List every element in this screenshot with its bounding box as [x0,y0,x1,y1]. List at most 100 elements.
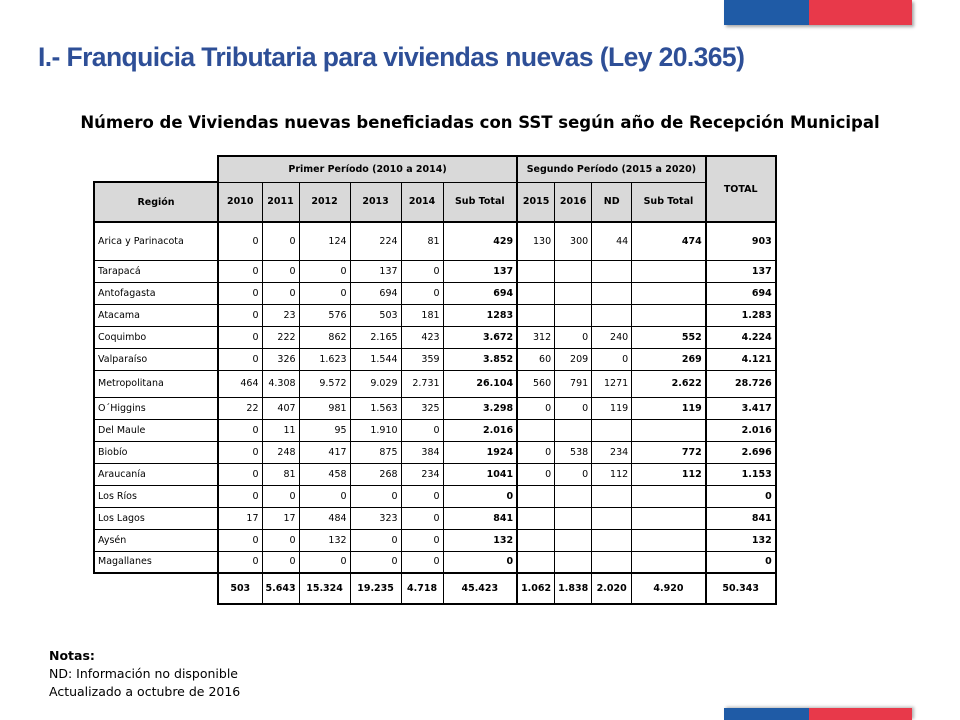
value-cell: 112 [631,462,707,486]
value-cell: 2.016 [705,418,777,442]
value-cell: 841 [705,506,777,530]
value-cell: 576 [298,303,351,327]
flag-blue-stripe [724,0,809,25]
value-cell: 268 [349,462,402,486]
value-cell: 0 [217,325,263,349]
value-cell [554,303,593,327]
value-cell: 417 [298,440,351,464]
region-cell: Antofagasta [93,281,219,305]
flag-red-stripe [809,708,912,720]
totals-row: 503 5.643 15.324 19.235 4.718 45.423 1.062 1.83… [94,572,777,605]
value-cell: 0 [217,281,263,305]
table-row: Magallanes 0 0 0 0 0 0 0 [93,550,777,574]
total-cell: 4.920 [631,572,707,605]
value-cell: 0 [705,550,777,574]
table-row: Coquimbo 0 222 862 2.165 423 3.672 312 0 240 552 4.… [93,325,777,349]
value-cell: 0 [298,484,351,508]
value-cell: 23 [261,303,300,327]
value-cell: 222 [261,325,300,349]
value-cell: 0 [298,259,351,283]
value-cell: 0 [554,462,593,486]
value-cell: 300 [554,221,593,261]
column-header: 2010 [217,181,263,223]
table-row: Valparaíso 0 326 1.623 1.544 359 3.852 60 209 0 26… [93,347,777,371]
flag-blue-stripe [724,708,809,720]
value-cell: 9.029 [349,369,402,398]
value-cell [631,506,707,530]
flag-decoration-bottom [724,708,912,720]
table-row: Araucanía 0 81 458 268 234 1041 0 0 112 112 1.153 [93,462,777,486]
value-cell: 0 [516,396,556,420]
region-cell: Los Ríos [93,484,219,508]
value-cell: 0 [442,484,519,508]
value-cell: 26.104 [442,369,519,398]
value-cell: 132 [705,528,777,552]
table-row: Metropolitana 464 4.308 9.572 9.029 2.731 26.1… [93,369,777,398]
region-cell: O´Higgins [93,396,219,420]
value-cell: 137 [705,259,777,283]
value-cell [554,550,593,574]
value-cell: 4.308 [261,369,300,398]
total-cell: 503 [217,572,263,605]
empty-corner [94,573,218,604]
value-cell [591,303,633,327]
value-cell: 0 [298,550,351,574]
group-header-second-period: Segundo Período (2015 a 2020) [516,155,707,183]
value-cell: 132 [442,528,519,552]
column-header: 2015 [516,181,556,223]
value-cell: 1.544 [349,347,402,371]
value-cell: 841 [442,506,519,530]
value-cell: 0 [261,550,300,574]
region-cell: Coquimbo [93,325,219,349]
region-cell: Los Lagos [93,506,219,530]
value-cell: 137 [442,259,519,283]
value-cell: 119 [591,396,633,420]
total-cell: 19.235 [349,572,402,605]
value-cell [591,506,633,530]
flag-decoration-top [724,0,912,25]
value-cell: 694 [442,281,519,305]
value-cell: 2.165 [349,325,402,349]
value-cell: 0 [400,550,444,574]
value-cell: 464 [217,369,263,398]
value-cell: 694 [705,281,777,305]
value-cell: 81 [261,462,300,486]
value-cell: 0 [298,281,351,305]
value-cell [516,528,556,552]
value-cell [554,418,593,442]
value-cell: 9.572 [298,369,351,398]
value-cell: 552 [631,325,707,349]
value-cell: 0 [705,484,777,508]
value-cell: 326 [261,347,300,371]
value-cell [554,506,593,530]
value-cell: 2.016 [442,418,519,442]
value-cell: 4.121 [705,347,777,371]
value-cell: 560 [516,369,556,398]
region-cell: Magallanes [93,550,219,574]
value-cell: 325 [400,396,444,420]
value-cell [631,303,707,327]
value-cell: 458 [298,462,351,486]
region-cell: Atacama [93,303,219,327]
total-cell: 4.718 [400,572,444,605]
value-cell: 0 [554,325,593,349]
value-cell: 2.696 [705,440,777,464]
value-cell [591,528,633,552]
value-cell: 81 [400,221,444,261]
value-cell [516,259,556,283]
value-cell: 0 [349,528,402,552]
value-cell: 423 [400,325,444,349]
value-cell: 1283 [442,303,519,327]
value-cell: 17 [217,506,263,530]
value-cell: 3.672 [442,325,519,349]
value-cell: 3.852 [442,347,519,371]
value-cell: 0 [400,484,444,508]
empty-corner [94,156,218,182]
value-cell: 312 [516,325,556,349]
value-cell: 0 [516,440,556,464]
value-cell: 0 [591,347,633,371]
region-cell: Aysén [93,528,219,552]
notes-block: Notas: ND: Información no disponible Act… [49,647,240,701]
value-cell: 0 [442,550,519,574]
value-cell: 240 [591,325,633,349]
